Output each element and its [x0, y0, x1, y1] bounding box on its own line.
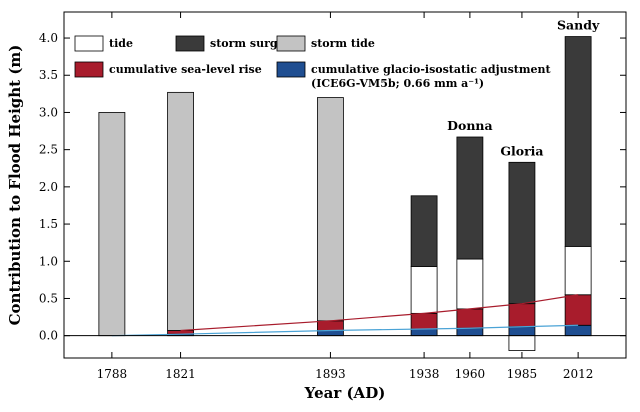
bar-2012-gia	[564, 324, 592, 337]
legend-swatch-storm-tide	[276, 35, 306, 52]
bar-1985-gia	[508, 326, 536, 337]
x-tick-label-1985: 1985	[507, 367, 538, 381]
bar-1960-storm-surge	[456, 136, 484, 260]
y-tick-label-3.0: 3.0	[39, 105, 58, 119]
legend-label-storm-surge: storm surge	[210, 37, 285, 50]
legend: tide storm surge storm tide cumulative sea-…	[74, 35, 551, 90]
legend-label-gia: cumulative glacio-isostatic adjustment	[311, 63, 551, 76]
legend-label-storm-tide: storm tide	[311, 37, 375, 50]
y-tick-label-2.0: 2.0	[39, 180, 58, 194]
bar-1893-sea-level-rise	[317, 320, 344, 331]
annotations-layer: Donna Gloria Sandy	[447, 18, 600, 159]
x-tick-label-2012: 2012	[563, 367, 594, 381]
annotation-sandy: Sandy	[557, 18, 600, 33]
bar-1938-gia	[410, 328, 438, 337]
y-tick-label-1.5: 1.5	[39, 217, 58, 231]
bar-1788-storm-tide	[98, 112, 126, 337]
bar-1985-sea-level-rise	[508, 303, 536, 328]
bar-1960-tide	[456, 258, 484, 310]
x-axis-title: Year (AD)	[304, 384, 386, 402]
bars-layer	[98, 36, 592, 351]
legend-label-tide: tide	[109, 37, 133, 50]
bar-1938-storm-surge	[410, 195, 438, 267]
legend-swatch-storm-surge	[175, 35, 205, 52]
bar-1893-storm-tide	[317, 97, 344, 322]
legend-label-gia-line2: (ICE6G-VM5b; 0.66 mm a⁻¹)	[311, 77, 484, 90]
x-tick-label-1960: 1960	[455, 367, 486, 381]
x-tick-label-1893: 1893	[315, 367, 346, 381]
bar-1985-storm-surge	[508, 161, 536, 305]
annotation-donna: Donna	[447, 118, 492, 133]
y-tick-label-2.5: 2.5	[39, 143, 58, 157]
x-tick-label-1938: 1938	[409, 367, 440, 381]
y-tick-label-0.0: 0.0	[39, 329, 58, 343]
sea-level-rise-line	[180, 294, 579, 332]
bar-1938-sea-level-rise	[410, 312, 438, 330]
bar-1821-storm-tide	[167, 91, 194, 331]
x-tick-label-1821: 1821	[165, 367, 196, 381]
bar-1985-tide-negative	[508, 335, 536, 351]
x-tick-label-1788: 1788	[97, 367, 128, 381]
bar-2012-storm-surge	[564, 36, 592, 247]
legend-swatch-gia	[276, 61, 306, 78]
y-axis-title: Contribution to Flood Height (m)	[6, 45, 24, 326]
gia-line	[111, 324, 579, 337]
bar-2012-tide	[564, 245, 592, 296]
legend-swatch-tide	[74, 35, 104, 52]
y-tick-label-3.5: 3.5	[39, 68, 58, 82]
y-tick-label-1.0: 1.0	[39, 254, 58, 268]
bar-1938-tide	[410, 266, 438, 314]
axes-layer: 0.0 0.5 1.0 1.5 2.0 2.5 3.0 3.5 4.0 1788 1821 1893 1…	[6, 11, 627, 402]
plot-frame	[63, 11, 627, 359]
y-tick-label-4.0: 4.0	[39, 31, 58, 45]
bar-1960-sea-level-rise	[456, 308, 484, 329]
bar-1960-gia	[456, 327, 484, 337]
legend-label-sea-level-rise: cumulative sea-level rise	[109, 63, 262, 76]
bar-2012-sea-level-rise	[564, 294, 592, 326]
lines-layer	[111, 294, 579, 337]
y-tick-label-0.5: 0.5	[39, 291, 58, 305]
annotation-gloria: Gloria	[500, 143, 543, 158]
legend-swatch-sea-level-rise	[74, 61, 104, 78]
